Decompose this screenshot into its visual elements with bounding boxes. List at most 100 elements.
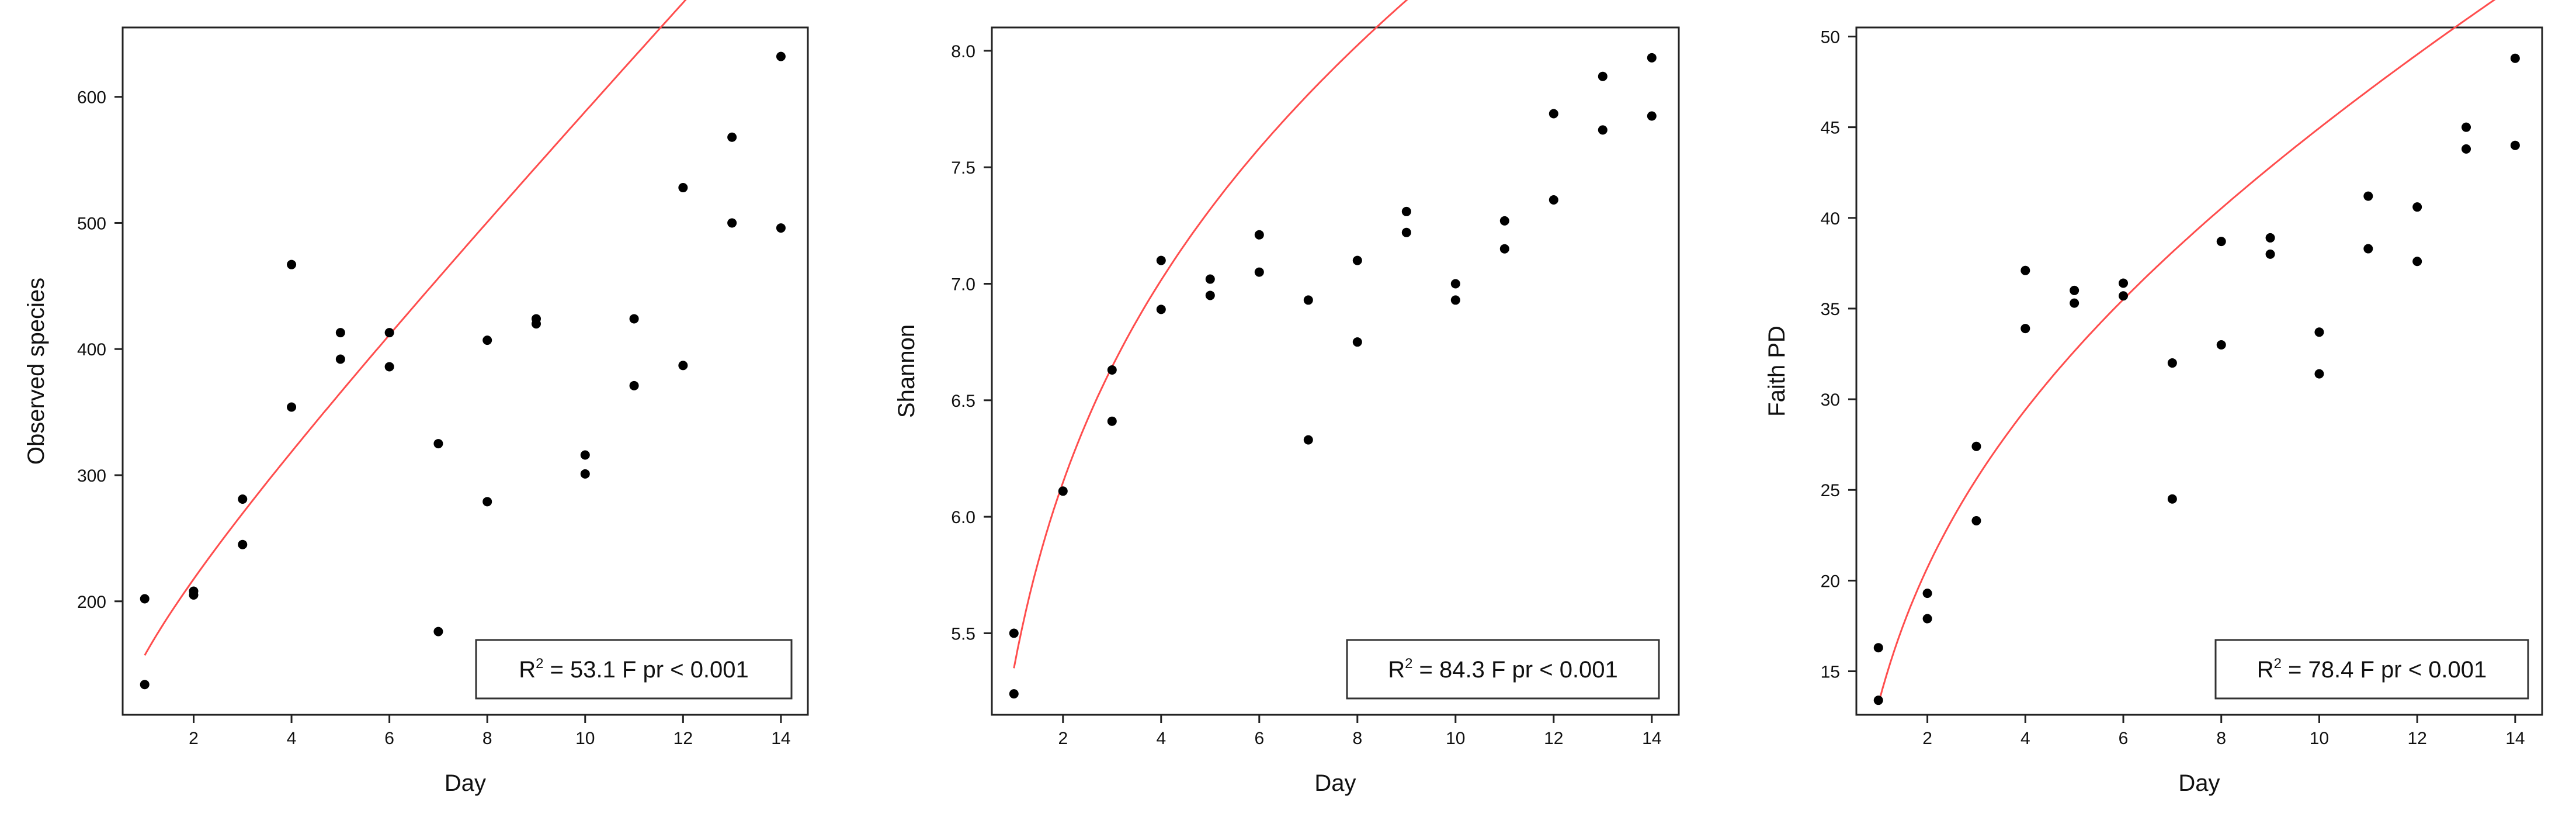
data-point — [1549, 195, 1558, 205]
data-point — [678, 183, 688, 193]
data-point — [1009, 689, 1019, 699]
data-point — [2070, 298, 2079, 308]
y-tick-label: 200 — [77, 593, 106, 612]
y-tick-label: 6.0 — [951, 508, 975, 527]
data-point — [140, 594, 150, 604]
data-point — [335, 328, 345, 338]
data-point — [482, 335, 492, 345]
data-point — [2265, 249, 2275, 259]
data-point — [1873, 643, 1883, 653]
x-tick-label: 2 — [1058, 729, 1068, 748]
y-tick-label: 6.5 — [951, 392, 975, 411]
data-point — [1647, 53, 1657, 63]
x-tick-label: 6 — [1254, 729, 1264, 748]
x-tick-label: 6 — [384, 729, 394, 748]
stat-annotation-box — [2214, 639, 2529, 700]
data-point — [629, 380, 639, 390]
stat-annotation-box — [475, 639, 793, 700]
y-tick-label: 20 — [1821, 572, 1840, 591]
data-point — [1205, 290, 1215, 300]
data-point — [189, 590, 199, 600]
x-tick-label: 14 — [1642, 729, 1661, 748]
data-point — [1303, 435, 1313, 445]
data-point — [580, 450, 590, 460]
y-tick-label: 400 — [77, 340, 106, 359]
x-tick-label: 12 — [1544, 729, 1563, 748]
y-tick-label: 40 — [1821, 209, 1840, 229]
data-point — [2265, 233, 2275, 243]
data-point — [1549, 109, 1558, 119]
data-point — [2462, 122, 2471, 132]
x-tick-label: 14 — [2505, 729, 2525, 748]
data-point — [2314, 327, 2324, 337]
data-point — [1401, 227, 1411, 237]
data-point — [1499, 216, 1509, 226]
data-point — [1873, 696, 1883, 705]
data-point — [1922, 589, 1932, 598]
data-point — [531, 319, 541, 329]
y-tick-label: 50 — [1821, 28, 1840, 47]
y-tick-label: 500 — [77, 214, 106, 233]
data-point — [678, 361, 688, 371]
data-point — [1598, 71, 1608, 81]
data-point — [238, 539, 248, 549]
data-point — [1352, 337, 1362, 347]
y-tick-label: 5.5 — [951, 624, 975, 643]
data-point — [2020, 265, 2030, 275]
x-axis-label: Day — [2178, 770, 2220, 796]
x-tick-label: 2 — [189, 729, 199, 748]
y-tick-label: 7.0 — [951, 275, 975, 295]
trend-line — [144, 0, 687, 656]
chart-panel-2: 2 4 6 8 10 12 14 5.5 6.0 6.5 7.0 7.5 8.0 Day Shannon R2… — [894, 0, 1680, 796]
data-point — [1352, 255, 1362, 265]
data-point — [2167, 494, 2177, 504]
x-tick-label: 10 — [2310, 729, 2329, 748]
data-point — [2510, 140, 2520, 150]
x-tick-label: 4 — [1156, 729, 1166, 748]
data-point — [2216, 340, 2226, 350]
chart-panel-3: 2 4 6 8 10 12 14 15 20 25 30 35 40 45 50 Day Faith PD R2 … — [1764, 0, 2543, 796]
data-point — [1058, 486, 1068, 496]
x-tick-label: 8 — [482, 729, 492, 748]
data-point — [433, 439, 443, 449]
data-point — [384, 362, 394, 372]
y-tick-label: 8.0 — [951, 42, 975, 61]
data-point — [2216, 237, 2226, 247]
data-point — [1450, 295, 1460, 305]
data-point — [433, 627, 443, 636]
data-point — [2070, 285, 2079, 295]
data-point — [287, 260, 297, 269]
data-point — [1971, 515, 1981, 525]
data-point — [776, 51, 786, 61]
data-point — [1254, 230, 1264, 240]
x-axis-label: Day — [445, 770, 486, 796]
data-point — [2462, 144, 2471, 154]
data-point — [1971, 441, 1981, 451]
data-point — [238, 494, 248, 504]
plot-frame — [121, 26, 809, 716]
x-tick-label: 12 — [2407, 729, 2426, 748]
data-point — [2167, 358, 2177, 368]
y-tick-label: 30 — [1821, 390, 1840, 410]
x-axis-label: Day — [1314, 770, 1356, 796]
data-point — [1922, 614, 1932, 624]
data-point — [776, 223, 786, 233]
x-tick-label: 6 — [2119, 729, 2129, 748]
data-point — [1647, 111, 1657, 121]
data-point — [287, 402, 297, 412]
y-axis-label: Shannon — [894, 324, 919, 418]
data-point — [2363, 191, 2373, 201]
y-tick-label: 600 — [77, 88, 106, 108]
data-point — [727, 218, 737, 228]
data-point — [384, 328, 394, 338]
data-point — [727, 132, 737, 142]
data-point — [1598, 125, 1608, 135]
data-point — [2412, 202, 2422, 212]
x-tick-label: 8 — [2216, 729, 2226, 748]
y-tick-label: 7.5 — [951, 158, 975, 178]
y-tick-label: 45 — [1821, 119, 1840, 138]
data-point — [1499, 244, 1509, 254]
x-tick-label: 8 — [1352, 729, 1362, 748]
data-point — [1156, 305, 1166, 314]
